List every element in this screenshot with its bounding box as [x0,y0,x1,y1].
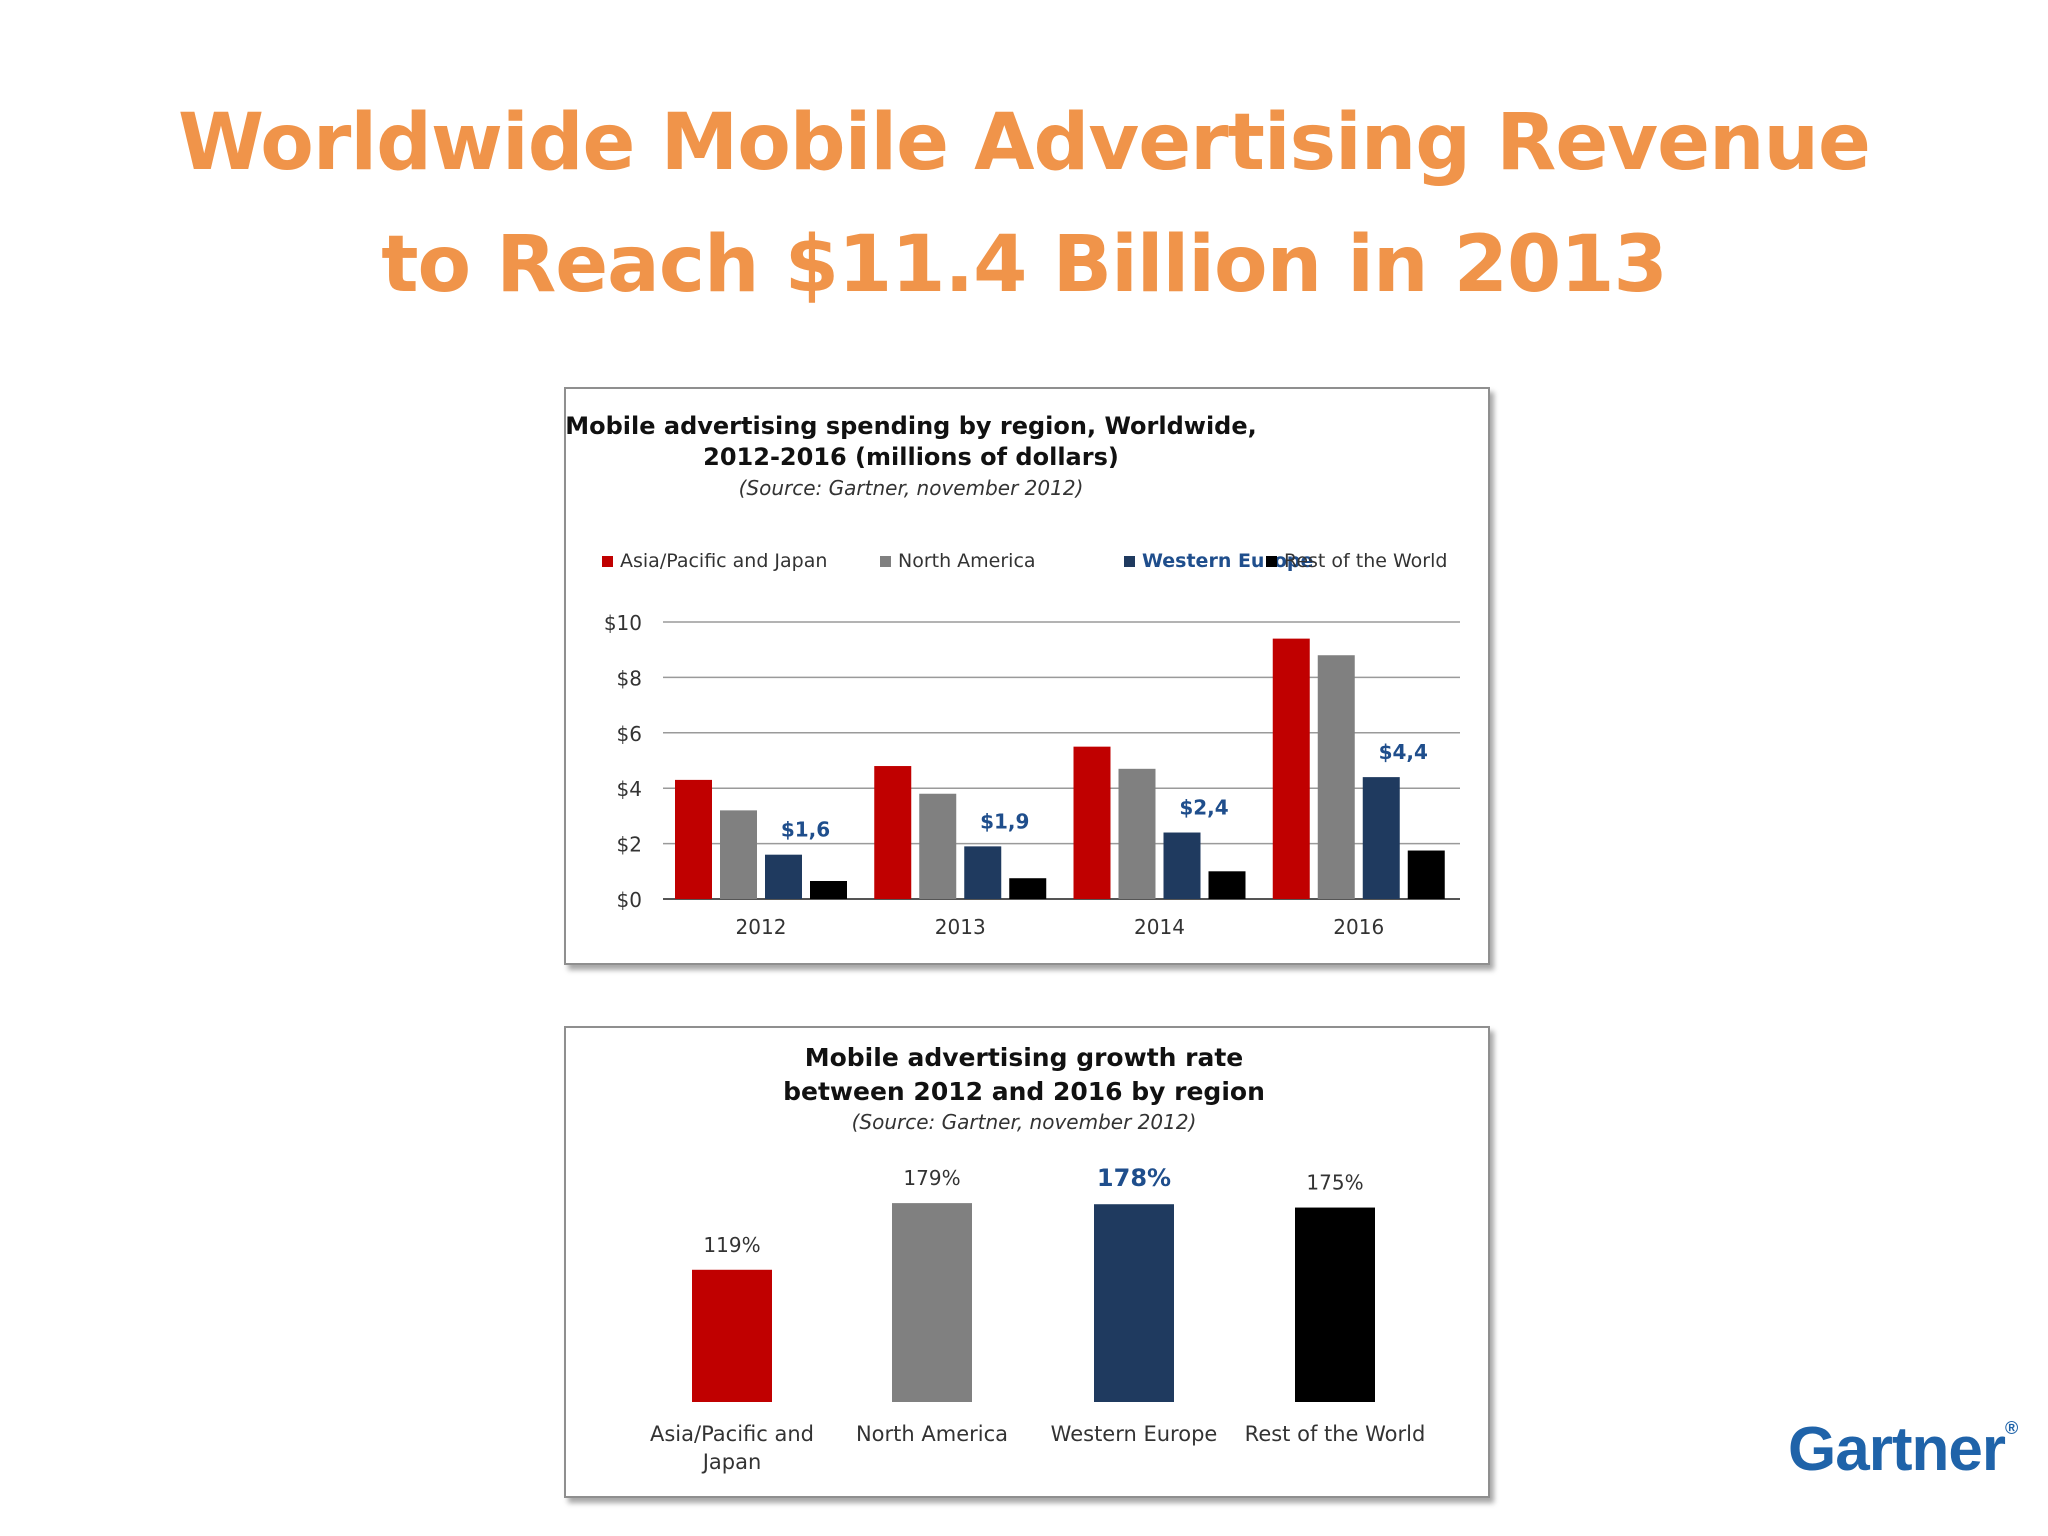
chart1-bar [1118,768,1156,899]
chart1-y-tick-label: $0 [617,888,642,912]
chart2-source: (Source: Gartner, november 2012) [852,1110,1197,1134]
chart1-x-tick-label: 2013 [935,915,986,939]
spending-chart-panel: Mobile advertising spending by region, W… [564,387,1490,965]
chart2-bar [892,1203,972,1402]
chart1-legend-label: North America [898,550,1036,572]
chart1-x-tick-label: 2014 [1134,915,1185,939]
chart2-x-tick-label: Western Europe [1051,1422,1218,1446]
chart1-bar [919,793,957,899]
chart1-title-line-1: Mobile advertising spending by region, W… [566,412,1257,440]
chart1-title-line-2: 2012-2016 (millions of dollars) [703,443,1119,471]
chart1-source: (Source: Gartner, november 2012) [739,476,1084,500]
growth-chart: Mobile advertising growth rate between 20… [650,1043,1426,1474]
chart1-data-label: $4,4 [1379,740,1428,764]
chart1-bar [1163,832,1201,899]
slide-title: Worldwide Mobile Advertising Revenue to … [0,82,2048,326]
chart1-legend-swatch [880,556,891,567]
chart1-bar [720,810,757,899]
chart1-bar [1272,638,1310,899]
chart1-bar [1317,655,1355,899]
spending-chart: Mobile advertising spending by region, W… [566,412,1460,939]
chart1-y-tick-label: $6 [617,722,642,746]
chart2-title-line-1: Mobile advertising growth rate [805,1043,1244,1072]
chart2-x-tick-label: North America [856,1422,1008,1446]
growth-chart-panel: Mobile advertising growth rate between 20… [564,1026,1490,1498]
chart1-data-label: $1,9 [980,809,1029,833]
chart1-bar [1362,777,1400,899]
chart1-bar [1073,746,1111,899]
gartner-logo-text: Gartner [1788,1415,2006,1484]
chart2-data-label: 119% [703,1233,760,1257]
chart1-y-tick-label: $10 [604,611,642,635]
chart1-bar [810,880,847,899]
chart1-x-tick-label: 2016 [1333,915,1384,939]
chart1-data-label: $1,6 [781,818,830,842]
gartner-logo: Gartner® [1788,1414,2018,1485]
chart1-bar [874,766,912,899]
chart2-bar [1094,1204,1174,1402]
registered-mark: ® [2004,1418,2018,1438]
chart2-data-label: 179% [903,1166,960,1190]
chart1-legend-label: Rest of the World [1284,550,1447,572]
chart2-title-line-2: between 2012 and 2016 by region [783,1077,1265,1106]
chart1-y-tick-label: $4 [617,777,642,801]
chart1-bar [1208,871,1246,899]
chart2-data-label: 175% [1306,1171,1363,1195]
chart1-bar [765,854,802,899]
chart2-bar [692,1269,772,1402]
chart1-bar [964,846,1002,899]
chart1-legend-swatch [602,556,613,567]
chart1-legend-swatch [1266,556,1277,567]
chart2-data-label: 178% [1097,1164,1171,1192]
chart1-y-tick-label: $2 [617,833,642,857]
chart1-legend-swatch [1124,556,1135,567]
chart2-x-tick-label: Asia/Pacific and Japan [650,1422,814,1474]
chart1-x-tick-label: 2012 [736,915,787,939]
chart1-data-label: $2,4 [1179,796,1228,820]
slide-title-line-2: to Reach $11.4 Billion in 2013 [381,220,1668,310]
chart2-bar [1295,1207,1375,1402]
chart1-bar [1407,850,1445,899]
chart1-legend-label: Asia/Pacific and Japan [620,550,827,572]
slide-title-line-1: Worldwide Mobile Advertising Revenue [178,98,1871,188]
chart1-bar [675,779,712,899]
chart1-y-tick-label: $8 [617,666,642,690]
chart2-x-tick-label: Rest of the World [1245,1422,1426,1446]
chart1-bar [1009,878,1047,899]
